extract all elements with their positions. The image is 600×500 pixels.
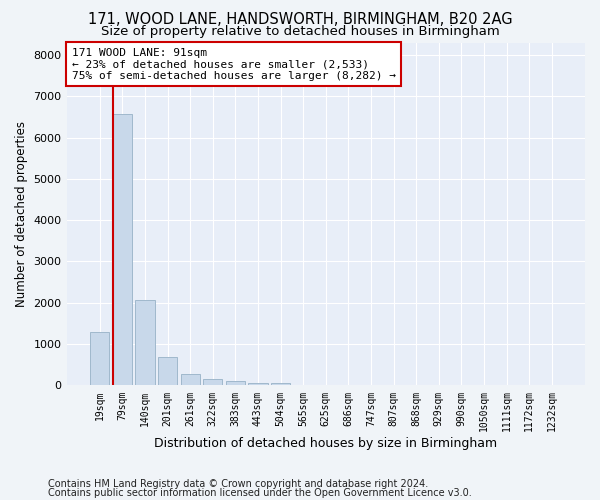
- Bar: [248, 383, 268, 386]
- Bar: [158, 356, 177, 386]
- Bar: [181, 374, 200, 386]
- Y-axis label: Number of detached properties: Number of detached properties: [15, 121, 28, 307]
- X-axis label: Distribution of detached houses by size in Birmingham: Distribution of detached houses by size …: [154, 437, 497, 450]
- Text: Size of property relative to detached houses in Birmingham: Size of property relative to detached ho…: [101, 25, 499, 38]
- Text: Contains public sector information licensed under the Open Government Licence v3: Contains public sector information licen…: [48, 488, 472, 498]
- Bar: [113, 114, 132, 386]
- Bar: [136, 300, 155, 386]
- Text: 171 WOOD LANE: 91sqm
← 23% of detached houses are smaller (2,533)
75% of semi-de: 171 WOOD LANE: 91sqm ← 23% of detached h…: [72, 48, 396, 81]
- Bar: [203, 380, 223, 386]
- Bar: [271, 383, 290, 386]
- Text: 171, WOOD LANE, HANDSWORTH, BIRMINGHAM, B20 2AG: 171, WOOD LANE, HANDSWORTH, BIRMINGHAM, …: [88, 12, 512, 28]
- Text: Contains HM Land Registry data © Crown copyright and database right 2024.: Contains HM Land Registry data © Crown c…: [48, 479, 428, 489]
- Bar: [226, 382, 245, 386]
- Bar: [90, 332, 109, 386]
